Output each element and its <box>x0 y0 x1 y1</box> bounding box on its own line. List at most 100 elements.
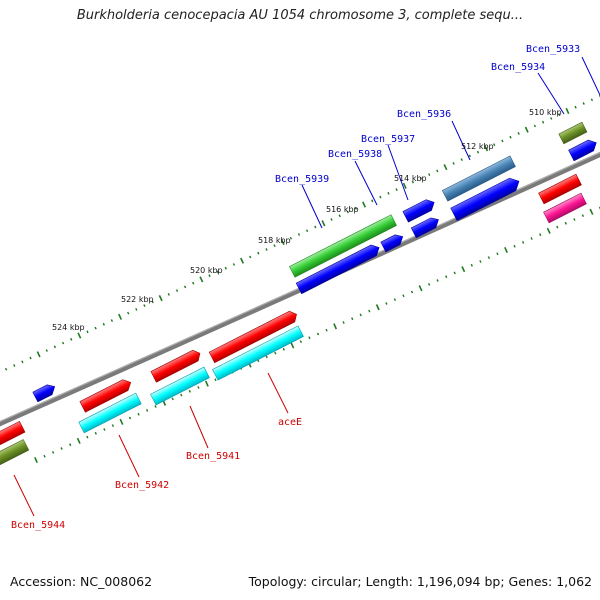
scale-tick <box>45 349 48 352</box>
scale-tick <box>299 340 303 343</box>
scale-tick <box>443 164 448 171</box>
label-bcen-5941[interactable]: Bcen_5941 <box>186 451 240 462</box>
connector-bcen-5942 <box>118 434 140 478</box>
scale-tick <box>321 220 326 227</box>
scale-tick <box>216 270 219 274</box>
scale-tick <box>135 308 138 311</box>
scale-tick <box>128 416 132 420</box>
scale-tick <box>60 447 63 450</box>
scale-tick <box>539 233 542 237</box>
connector-bcen-5933 <box>581 56 600 96</box>
gene-labels-bottom: aceE Bcen_5941 Bcen_5942 Bcen_5944 <box>11 417 302 531</box>
gene-bcen-5933[interactable] <box>568 137 599 162</box>
gene-bcen-5939[interactable] <box>289 214 397 278</box>
scale-tick <box>53 345 57 349</box>
label-bcen-5933[interactable]: Bcen_5933 <box>526 44 580 55</box>
gene-bcen-5944-olive[interactable] <box>0 439 30 470</box>
label-bcen-5936[interactable]: Bcen_5936 <box>397 109 451 120</box>
gene-bcen-5937[interactable] <box>402 197 437 223</box>
sequence-summary: Topology: circular; Length: 1,196,094 bp… <box>248 574 592 589</box>
gene-bcen-5943[interactable] <box>32 382 58 403</box>
gene-bcen-5941[interactable] <box>150 348 203 383</box>
scale-tick <box>419 176 423 180</box>
label-bcen-5939[interactable]: Bcen_5939 <box>275 174 329 185</box>
scale-tick <box>368 309 371 313</box>
gene-bcen-5935[interactable] <box>450 175 522 221</box>
scale-tick <box>556 225 559 229</box>
accession-text: Accession: NC_008062 <box>10 574 153 589</box>
scale-tick <box>501 139 504 143</box>
scale-tick <box>402 182 407 189</box>
scale-tick <box>305 229 309 233</box>
scale-tick <box>171 397 174 401</box>
scale-tick <box>69 443 72 447</box>
scale-tick <box>111 424 115 427</box>
connector-bcen-5938 <box>354 160 378 206</box>
gene-bcen-5941-cyan[interactable] <box>150 366 210 406</box>
label-bcen-5938[interactable]: Bcen_5938 <box>328 149 382 160</box>
scale-tick <box>333 323 338 330</box>
gene-bcen-5933-rev[interactable] <box>538 173 582 205</box>
scale-tick <box>188 389 191 393</box>
scale-tick <box>29 356 32 360</box>
scale-tick <box>214 378 217 382</box>
scale-tick <box>461 266 466 273</box>
gene-bcen-5942[interactable] <box>79 377 134 413</box>
scale-tick <box>395 188 398 191</box>
scale-label-520: 520 kbp <box>190 266 223 275</box>
scale-tick <box>274 351 277 355</box>
label-bcen-5944[interactable]: Bcen_5944 <box>11 520 65 531</box>
scale-tick <box>428 173 431 176</box>
label-bcen-5937[interactable]: Bcen_5937 <box>361 134 415 145</box>
scale-tick <box>308 336 311 340</box>
scale-ticks-outer <box>0 94 600 376</box>
scale-tick <box>76 437 81 444</box>
scale-tick <box>470 263 473 267</box>
scale-tick <box>581 214 585 217</box>
scale-tick <box>546 227 551 234</box>
scale-tick <box>43 454 46 458</box>
scale-tick <box>524 126 529 133</box>
scale-tick <box>362 201 367 208</box>
scale-tick <box>13 364 16 367</box>
scale-tick <box>77 332 82 339</box>
scale-tick <box>36 351 41 358</box>
scale-tick <box>375 304 380 311</box>
gene-bcen-5937b[interactable] <box>410 215 441 239</box>
gene-bcen-5936[interactable] <box>441 155 516 202</box>
scale-tick <box>493 143 496 147</box>
scale-tick <box>436 169 439 173</box>
scale-tick <box>582 102 585 105</box>
scale-tick <box>387 191 390 195</box>
scale-tick <box>338 214 341 218</box>
gene-acee-cyan[interactable] <box>212 325 304 381</box>
scale-tick <box>418 285 423 292</box>
gene-bcen-5934-rev[interactable] <box>543 192 587 224</box>
scale-tick <box>513 244 516 248</box>
label-bcen-5942[interactable]: Bcen_5942 <box>115 480 169 491</box>
scale-tick <box>158 295 163 302</box>
label-acee[interactable]: aceE <box>278 417 302 428</box>
scale-tick <box>427 283 431 286</box>
scale-tick <box>460 158 463 161</box>
scale-tick <box>371 199 374 203</box>
scale-tick <box>452 162 455 165</box>
connector-bcen-5937 <box>387 144 409 201</box>
scale-tick <box>103 428 106 431</box>
scale-tick <box>70 337 73 341</box>
gene-bcen-5944[interactable] <box>0 420 26 450</box>
scale-tick <box>143 304 146 307</box>
scale-tick <box>316 332 320 336</box>
gene-bcen-5934[interactable] <box>558 121 588 145</box>
scale-tick <box>574 105 577 109</box>
gene-acee[interactable] <box>208 309 299 364</box>
scale-tick <box>192 281 195 285</box>
scale-tick <box>282 347 285 351</box>
scale-tick <box>402 294 405 298</box>
label-bcen-5934[interactable]: Bcen_5934 <box>491 62 545 73</box>
chromosome-backbone <box>0 151 600 427</box>
gene-bcen-5942-cyan[interactable] <box>78 392 142 434</box>
gene-bcen-5938[interactable] <box>380 232 406 253</box>
gene-bcen-5939b[interactable] <box>295 242 382 295</box>
scale-tick <box>476 150 480 154</box>
